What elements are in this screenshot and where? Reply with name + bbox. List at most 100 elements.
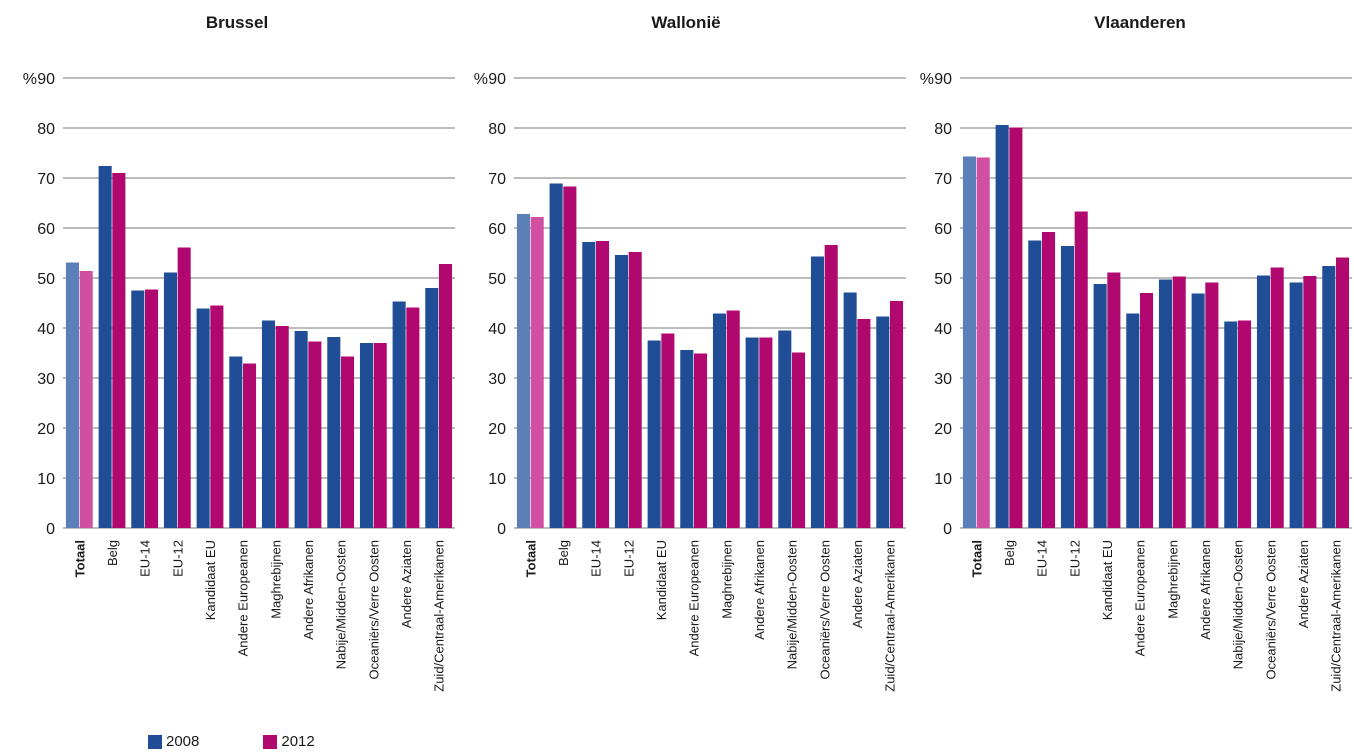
bar-brussel-andere-afrikanen-2012: [308, 341, 322, 528]
legend-label-2012: 2012: [281, 733, 315, 750]
bar-vlaanderen-nabije-midden-oosten-2012: [1237, 320, 1252, 528]
y-tick-brussel-90: 90: [37, 71, 55, 88]
bar-vlaanderen-andere-afrikanen-2008: [1191, 293, 1205, 528]
bar-vlaanderen-andere-europeanen-2008: [1126, 313, 1140, 528]
bar-wallonie-andere-aziaten-2008: [843, 292, 857, 528]
chart-title-wallonie: Wallonië: [651, 13, 720, 32]
bar-brussel-totaal-2012: [79, 271, 93, 528]
y-tick-brussel-80: 80: [37, 121, 55, 138]
bar-vlaanderen-eu-14-2012: [1041, 232, 1056, 528]
y-tick-wallonie-70: 70: [488, 171, 506, 188]
x-label-vlaanderen-oceaniers-verre-oosten: Oceaniërs/Verre Oosten: [1263, 540, 1278, 679]
bar-brussel-eu-12-2008: [163, 272, 178, 528]
bar-vlaanderen-eu-12-2012: [1074, 211, 1088, 528]
x-label-brussel-belg: Belg: [105, 540, 120, 566]
bar-vlaanderen-zuid-centraal-amerikanen-2012: [1335, 257, 1350, 528]
x-label-brussel-andere-afrikanen: Andere Afrikanen: [301, 540, 316, 640]
y-tick-vlaanderen-30: 30: [934, 371, 952, 388]
bar-wallonie-kandidaat-eu-2008: [647, 340, 661, 528]
y-tick-vlaanderen-40: 40: [934, 321, 952, 338]
bar-vlaanderen-zuid-centraal-amerikanen-2008: [1322, 266, 1336, 528]
bar-wallonie-totaal-2012: [530, 217, 544, 528]
y-tick-vlaanderen-80: 80: [934, 121, 952, 138]
legend-swatch-2012: [263, 734, 278, 749]
bar-wallonie-oceaniers-verre-oosten-2012: [824, 245, 838, 528]
y-tick-brussel-10: 10: [37, 471, 55, 488]
bar-brussel-oceaniers-verre-oosten-2012: [373, 343, 387, 528]
bar-vlaanderen-totaal-2012: [976, 157, 990, 528]
legend-item-2012: 2012: [263, 733, 315, 750]
bar-vlaanderen-totaal-2008: [962, 156, 977, 528]
x-label-wallonie-nabije-midden-oosten: Nabije/Midden-Oosten: [785, 540, 800, 669]
bar-wallonie-andere-aziaten-2012: [857, 319, 871, 528]
y-tick-vlaanderen-50: 50: [934, 271, 952, 288]
x-label-wallonie-totaal: Totaal: [523, 540, 538, 577]
y-unit-wallonie: %: [474, 71, 488, 88]
legend-item-2008: 2008: [148, 733, 199, 750]
x-label-vlaanderen-andere-aziaten: Andere Aziaten: [1296, 540, 1311, 628]
x-label-vlaanderen-maghrebijnen: Maghrebijnen: [1165, 540, 1180, 619]
x-label-vlaanderen-totaal: Totaal: [969, 540, 984, 577]
x-label-wallonie-andere-aziaten: Andere Aziaten: [850, 540, 865, 628]
x-label-brussel-maghrebijnen: Maghrebijnen: [268, 540, 283, 619]
y-tick-brussel-60: 60: [37, 221, 55, 238]
x-label-wallonie-belg: Belg: [556, 540, 571, 566]
x-label-brussel-nabije-midden-oosten: Nabije/Midden-Oosten: [334, 540, 349, 669]
y-tick-vlaanderen-60: 60: [934, 221, 952, 238]
y-tick-vlaanderen-90: 90: [934, 71, 952, 88]
bar-wallonie-eu-14-2008: [582, 242, 596, 528]
legend-label-2008: 2008: [166, 733, 200, 750]
bar-wallonie-eu-12-2012: [628, 252, 642, 528]
bar-wallonie-maghrebijnen-2008: [712, 313, 727, 528]
x-label-vlaanderen-andere-europeanen: Andere Europeanen: [1133, 540, 1148, 656]
bar-brussel-andere-aziaten-2012: [406, 307, 420, 528]
bar-brussel-maghrebijnen-2012: [275, 326, 289, 528]
x-label-brussel-andere-aziaten: Andere Aziaten: [399, 540, 414, 628]
x-label-wallonie-maghrebijnen: Maghrebijnen: [719, 540, 734, 619]
bar-brussel-kandidaat-eu-2008: [196, 308, 210, 528]
bar-wallonie-kandidaat-eu-2012: [661, 333, 675, 528]
x-label-vlaanderen-zuid-centraal-amerikanen: Zuid/Centraal-Amerikanen: [1329, 540, 1344, 692]
y-unit-brussel: %: [23, 71, 37, 88]
x-label-vlaanderen-nabije-midden-oosten: Nabije/Midden-Oosten: [1231, 540, 1246, 669]
y-tick-vlaanderen-10: 10: [934, 471, 952, 488]
x-label-wallonie-eu-14: EU-14: [589, 540, 604, 577]
y-tick-wallonie-20: 20: [488, 421, 506, 438]
bar-wallonie-eu-12-2008: [614, 255, 629, 528]
y-tick-brussel-20: 20: [37, 421, 55, 438]
bar-wallonie-eu-14-2012: [595, 241, 610, 528]
y-tick-vlaanderen-20: 20: [934, 421, 952, 438]
bar-wallonie-totaal-2008: [516, 214, 531, 528]
bar-brussel-belg-2012: [112, 173, 126, 528]
bar-wallonie-belg-2008: [549, 183, 563, 528]
bar-wallonie-belg-2012: [563, 186, 577, 528]
y-tick-brussel-70: 70: [37, 171, 55, 188]
bar-vlaanderen-andere-aziaten-2008: [1289, 282, 1303, 528]
y-unit-vlaanderen: %: [920, 71, 934, 88]
y-tick-wallonie-0: 0: [497, 521, 506, 538]
bar-brussel-andere-europeanen-2008: [229, 356, 243, 528]
bar-brussel-nabije-midden-oosten-2008: [327, 337, 341, 528]
bar-brussel-andere-aziaten-2008: [392, 301, 406, 528]
x-label-vlaanderen-eu-12: EU-12: [1067, 540, 1082, 577]
bar-vlaanderen-kandidaat-eu-2008: [1093, 284, 1107, 528]
legend: 2008 2012: [148, 733, 315, 750]
chart-title-brussel: Brussel: [206, 13, 268, 32]
bar-vlaanderen-kandidaat-eu-2012: [1107, 272, 1121, 528]
y-tick-wallonie-30: 30: [488, 371, 506, 388]
bar-brussel-eu-12-2012: [177, 247, 191, 528]
x-label-wallonie-kandidaat-eu: Kandidaat EU: [654, 540, 669, 620]
bar-vlaanderen-andere-aziaten-2012: [1303, 276, 1317, 528]
bar-vlaanderen-belg-2008: [995, 125, 1009, 528]
bar-vlaanderen-maghrebijnen-2008: [1158, 279, 1173, 528]
y-tick-wallonie-60: 60: [488, 221, 506, 238]
x-label-vlaanderen-eu-14: EU-14: [1035, 540, 1050, 577]
x-label-brussel-zuid-centraal-amerikanen: Zuid/Centraal-Amerikanen: [432, 540, 447, 692]
bar-brussel-andere-europeanen-2012: [242, 363, 257, 528]
bar-vlaanderen-andere-afrikanen-2012: [1205, 282, 1219, 528]
bar-brussel-eu-14-2012: [144, 289, 159, 528]
bar-wallonie-nabije-midden-oosten-2008: [778, 330, 792, 528]
bar-wallonie-zuid-centraal-amerikanen-2008: [876, 316, 890, 528]
bar-vlaanderen-andere-europeanen-2012: [1139, 293, 1154, 528]
